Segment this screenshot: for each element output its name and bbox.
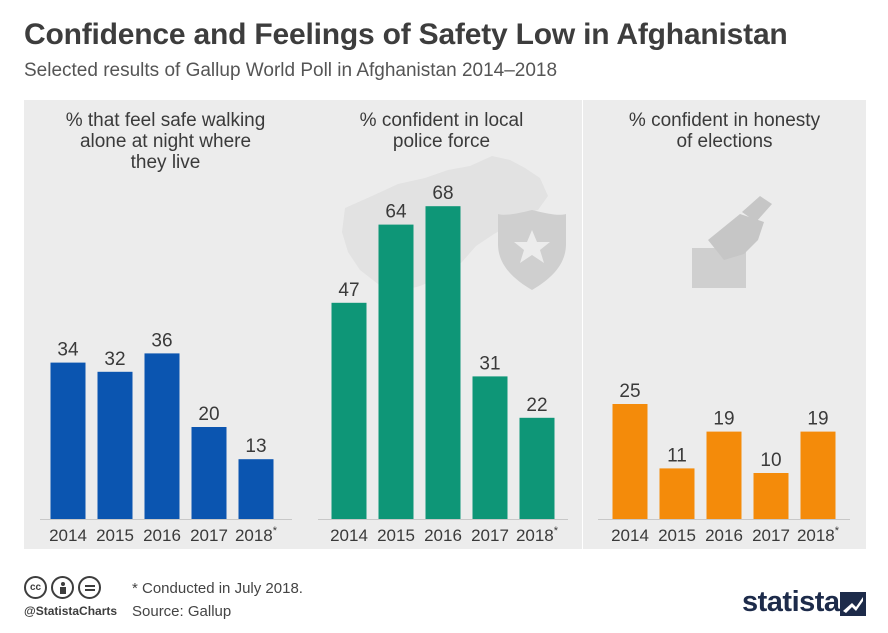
data-label: 20 (198, 404, 219, 425)
data-label: 32 (104, 349, 125, 370)
x-tick-label: 2018* (235, 525, 278, 545)
creative-commons-icon: cc (24, 576, 47, 599)
x-tick-label: 2016 (143, 526, 181, 545)
panel-title-line: alone at night where (79, 131, 252, 152)
attribution-icon (51, 576, 74, 599)
data-label: 31 (479, 353, 500, 374)
x-tick-label: 2014 (611, 526, 649, 545)
no-derivatives-icon (78, 576, 101, 599)
bar-2017[interactable] (191, 427, 227, 519)
data-label: 25 (619, 381, 640, 402)
panel-title-line: of elections (676, 131, 773, 152)
moon-icon (135, 212, 200, 282)
bar-2018[interactable] (800, 431, 836, 519)
statista-logo-text: statista (742, 586, 840, 618)
data-label: 47 (338, 280, 359, 301)
panel-title-police: % confident in local police force (300, 110, 583, 152)
statista-logo[interactable]: statista (742, 586, 840, 619)
chart-title: Confidence and Feelings of Safety Low in… (24, 18, 788, 51)
panel-title-line: % that feel safe walking (65, 110, 266, 131)
x-tick-label: 2018* (797, 525, 840, 545)
panel-title-line: police force (392, 131, 491, 152)
chart-subtitle: Selected results of Gallup World Poll in… (24, 60, 558, 81)
bar-2018[interactable] (519, 417, 555, 519)
x-tick-label: 2017 (752, 526, 790, 545)
bar-2014[interactable] (612, 404, 648, 519)
panel-title-line: % confident in local (359, 110, 524, 131)
bar-2015[interactable] (378, 224, 414, 519)
bar-2015[interactable] (659, 468, 695, 519)
panel-title-line: % confident in honesty (628, 110, 821, 131)
bar-2017[interactable] (753, 473, 789, 519)
bar-2014[interactable] (331, 302, 367, 519)
panel-title-safety: % that feel safe walking alone at night … (24, 110, 307, 173)
data-label: 68 (432, 183, 453, 204)
x-tick-label: 2015 (658, 526, 696, 545)
x-tick-label: 2017 (190, 526, 228, 545)
data-label: 64 (385, 202, 407, 223)
x-tick-label: 2016 (705, 526, 743, 545)
data-label: 11 (667, 445, 687, 466)
x-tick-label: 2017 (471, 526, 509, 545)
license-icons: cc (24, 576, 101, 599)
bar-2017[interactable] (472, 376, 508, 519)
x-tick-label: 2015 (377, 526, 415, 545)
bars-layer: 34 2014 32 2015 36 2016 20 2017 13 2018* 47 2014 64 2… (40, 183, 850, 545)
x-tick-label: 2015 (96, 526, 134, 545)
panel-title-line: they live (130, 152, 201, 173)
data-label: 19 (807, 409, 828, 430)
statista-logo-icon (840, 592, 866, 616)
x-tick-label: 2014 (49, 526, 87, 545)
bar-2016[interactable] (144, 353, 180, 519)
police-badge-icon (498, 210, 566, 290)
bar-2015[interactable] (97, 371, 133, 519)
bar-2018[interactable] (238, 459, 274, 519)
footnote: * Conducted in July 2018. (132, 580, 303, 597)
data-label: 34 (57, 340, 79, 361)
data-label: 13 (245, 436, 266, 457)
ballot-box-icon (692, 196, 772, 288)
x-tick-label: 2016 (424, 526, 462, 545)
source-note: Source: Gallup (132, 603, 232, 620)
bar-2014[interactable] (50, 362, 86, 519)
statista-handle: @StatistaCharts (24, 604, 118, 618)
x-tick-label: 2014 (330, 526, 368, 545)
data-label: 19 (713, 409, 734, 430)
data-label: 10 (760, 450, 781, 471)
data-label: 36 (151, 330, 172, 351)
panel-title-elections: % confident in honesty of elections (583, 110, 866, 152)
x-tick-label: 2018* (516, 525, 559, 545)
bar-2016[interactable] (706, 431, 742, 519)
data-label: 22 (526, 395, 547, 416)
bar-2016[interactable] (425, 206, 461, 519)
